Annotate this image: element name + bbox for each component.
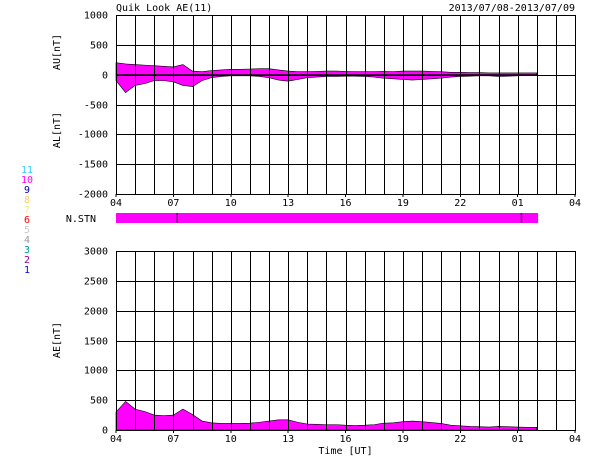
x-tick-label: 01: [512, 434, 524, 445]
station-legend-label: 9: [24, 185, 30, 196]
x-tick-label: 07: [167, 434, 179, 445]
y-tick-label: -1000: [78, 130, 108, 141]
y-tick-label: -500: [84, 101, 108, 112]
x-tick-label: 19: [397, 198, 409, 209]
x-tick-label: 04: [569, 434, 581, 445]
station-bar: [116, 213, 539, 223]
station-legend-label: 7: [24, 205, 30, 216]
area: [115, 400, 538, 431]
y-axis-label: AL[nT]: [52, 112, 63, 148]
y-tick-label: 2500: [84, 277, 108, 288]
y-tick-label: -2000: [78, 190, 108, 201]
date-range: 2013/07/08-2013/07/09: [449, 3, 575, 14]
station-legend-label: 6: [24, 215, 30, 226]
x-tick-label: 01: [512, 198, 524, 209]
x-tick-label: 10: [225, 434, 237, 445]
x-tick-label: 04: [110, 434, 122, 445]
nstn-label: N.STN: [66, 214, 96, 225]
area: [115, 62, 538, 75]
y-tick-label: 500: [90, 396, 108, 407]
y-tick-label: 2000: [84, 307, 108, 318]
station-legend-label: 10: [21, 175, 33, 186]
x-tick-label: 04: [110, 198, 122, 209]
y-tick-label: 0: [102, 426, 108, 437]
station-legend-label: 4: [24, 235, 30, 246]
y-tick-label: 3000: [84, 247, 108, 258]
x-tick-label: 04: [569, 198, 581, 209]
y-axis-label: AU[nT]: [52, 34, 63, 70]
y-tick-label: -1500: [78, 160, 108, 171]
station-legend-label: 5: [24, 225, 30, 236]
plot-frame: [116, 251, 576, 431]
x-tick-label: 07: [167, 198, 179, 209]
y-tick-label: 0: [102, 71, 108, 82]
x-tick-label: 10: [225, 198, 237, 209]
x-tick-label: 13: [282, 434, 294, 445]
x-axis-label: Time [UT]: [318, 446, 372, 457]
y-tick-label: 500: [90, 41, 108, 52]
station-legend-label: 11: [21, 165, 33, 176]
x-tick-label: 22: [454, 434, 466, 445]
x-tick-label: 19: [397, 434, 409, 445]
station-legend-label: 1: [24, 265, 30, 276]
y-axis-label: AE[nT]: [52, 322, 63, 358]
y-tick-label: 1000: [84, 366, 108, 377]
station-legend-label: 2: [24, 255, 30, 266]
station-legend-label: 8: [24, 195, 30, 206]
station-legend-label: 3: [24, 245, 30, 256]
chart-title: Quik Look AE(11): [116, 3, 212, 14]
x-tick-label: 22: [454, 198, 466, 209]
x-tick-label: 16: [339, 434, 351, 445]
y-tick-label: 1000: [84, 11, 108, 22]
x-tick-label: 13: [282, 198, 294, 209]
y-tick-label: 1500: [84, 337, 108, 348]
plot-frame: [116, 15, 576, 195]
x-tick-label: 16: [339, 198, 351, 209]
